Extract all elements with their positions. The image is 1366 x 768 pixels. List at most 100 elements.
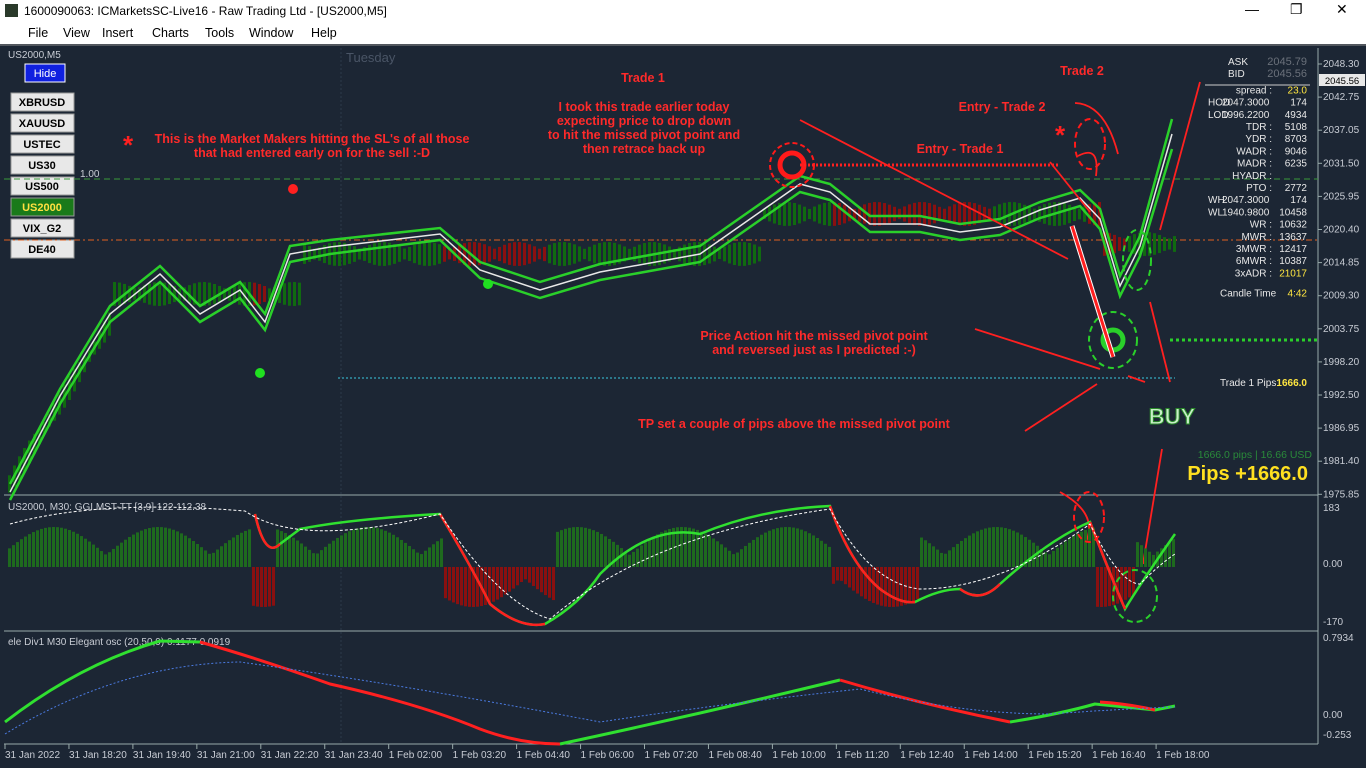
histogram-bar [384, 530, 387, 567]
level-label: 1.00 [80, 169, 100, 180]
annotation: Trade 1 [621, 71, 665, 85]
annotation: Price Action hit the missed pivot point [700, 329, 928, 343]
symbol-button[interactable] [10, 92, 75, 112]
symbol-label: XAUUSD [19, 118, 66, 130]
menu-item[interactable]: View [63, 26, 90, 40]
candle [823, 202, 826, 226]
menu-item[interactable]: File [28, 26, 49, 40]
histogram-bar [392, 534, 395, 567]
candle [783, 202, 786, 226]
histogram-bar [40, 528, 43, 567]
histogram-bar [1160, 548, 1163, 567]
symbol-button[interactable] [10, 218, 75, 238]
histogram-bar [1056, 547, 1059, 567]
maximize-button[interactable]: ❐ [1290, 1, 1303, 17]
candle [723, 246, 726, 262]
symbol-button[interactable] [10, 113, 75, 133]
histogram-bar [952, 547, 955, 567]
candle [1163, 237, 1166, 251]
histogram-bar [404, 542, 407, 567]
menu-bar: File View Insert Charts Tools Window Help [0, 22, 1366, 45]
histogram-bar [72, 531, 75, 567]
info-value: 8703 [1285, 134, 1308, 145]
histogram-bar [808, 533, 811, 567]
histogram-bar [584, 527, 587, 567]
histogram-bar [472, 567, 475, 607]
histogram-bar [352, 529, 355, 567]
histogram-bar [824, 543, 827, 567]
symbol-label: USTEC [23, 139, 60, 151]
candle [403, 248, 406, 260]
histogram-bar [996, 527, 999, 567]
histogram-bar [944, 553, 947, 567]
candle [553, 243, 556, 265]
annotation: This is the Market Makers hitting the SL… [155, 132, 470, 146]
symbol-button[interactable] [10, 176, 75, 196]
histogram-bar [460, 567, 463, 606]
histogram-bar [804, 531, 807, 567]
candle [398, 246, 401, 262]
hide-button[interactable] [24, 63, 66, 83]
annotation: to hit the missed pivot point and [548, 128, 740, 142]
candle [263, 286, 266, 302]
candle [638, 244, 641, 264]
info-value: 2772 [1285, 183, 1308, 194]
histogram-bar [456, 567, 459, 605]
candle [8, 475, 11, 493]
histogram-bar [504, 567, 507, 595]
candle [443, 246, 446, 262]
histogram-bar [836, 567, 839, 581]
candle [728, 244, 731, 264]
current-price: 2045.56 [1325, 76, 1359, 87]
symbol-button[interactable] [10, 197, 75, 217]
candle [963, 202, 966, 226]
candle [538, 248, 541, 260]
candle [713, 246, 716, 262]
candle [758, 246, 761, 262]
menu-item[interactable]: Help [311, 26, 337, 40]
histogram-bar [52, 527, 55, 567]
symbol-button[interactable] [10, 155, 75, 175]
histogram-bar [976, 531, 979, 567]
annotation: Entry - Trade 1 [917, 142, 1004, 156]
menu-item[interactable]: Tools [205, 26, 235, 40]
histogram-bar [452, 567, 455, 603]
candle [1018, 203, 1021, 225]
histogram-bar [108, 552, 111, 567]
histogram-bar [300, 543, 303, 567]
menu-item[interactable]: Charts [152, 26, 189, 40]
histogram-bar [216, 549, 219, 567]
candle [1153, 233, 1156, 255]
candle [933, 204, 936, 224]
title-bar: 1600090063: ICMarketsSC-Live16 - Raw Tra… [0, 0, 1366, 22]
close-button[interactable]: ✕ [1336, 1, 1348, 17]
menu-item[interactable]: Window [249, 26, 294, 40]
candle [578, 246, 581, 262]
histogram-bar [28, 534, 31, 567]
time-tick-label: 1 Feb 12:40 [900, 750, 954, 761]
candle [788, 202, 791, 226]
histogram-bar [572, 527, 575, 567]
menu-item[interactable]: Insert [102, 26, 134, 40]
histogram-bar [164, 527, 167, 567]
minimize-button[interactable]: — [1245, 1, 1259, 17]
histogram-bar [308, 549, 311, 567]
time-tick-label: 1 Feb 06:00 [581, 750, 635, 761]
histogram-bar [548, 567, 551, 598]
info-value: 6235 [1285, 159, 1308, 170]
candle [313, 248, 316, 260]
candle [113, 282, 116, 306]
histogram-bar [248, 529, 251, 567]
histogram-bar [992, 527, 995, 567]
histogram-bar [292, 537, 295, 567]
symbol-button[interactable] [10, 134, 75, 154]
info-value: 9046 [1285, 146, 1308, 157]
candle [893, 206, 896, 222]
histogram-bar [772, 529, 775, 567]
histogram-bar [464, 567, 467, 607]
candle [118, 282, 121, 306]
candle [688, 242, 691, 266]
chart-window: US2000,M5 Tuesday Hide XBRUSD XAUUSD USTEC… [0, 44, 1366, 768]
candle [833, 202, 836, 226]
histogram-bar [376, 528, 379, 567]
